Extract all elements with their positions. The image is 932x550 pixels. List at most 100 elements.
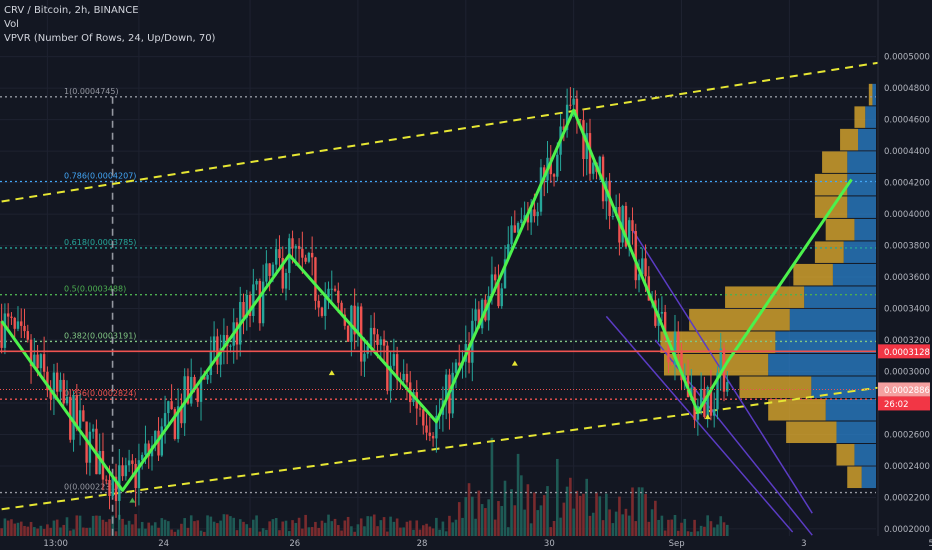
volume-bar: [65, 517, 69, 536]
candle-body: [356, 306, 360, 335]
candle-body: [23, 325, 26, 332]
volume-bar: [719, 516, 723, 536]
volume-bar: [654, 500, 657, 536]
volume-bar: [650, 509, 654, 536]
candle-body: [444, 374, 448, 401]
symbol-title[interactable]: CRV / Bitcoin, 2h, BINANCE: [4, 5, 139, 16]
fib-retracement[interactable]: 1(0.0004745) 0.786(0.0004207) 0.618(0.0003…: [0, 87, 876, 536]
volume-bar: [670, 519, 674, 536]
vp-bar-down: [868, 83, 873, 106]
volume-bar: [72, 529, 75, 536]
candle-body: [647, 276, 651, 301]
volume-bar: [389, 516, 392, 536]
time-axis[interactable]: 13:00 24 26 28 30 Sep 3 5: [0, 536, 932, 550]
vp-bar-up: [843, 241, 876, 263]
volume-bar: [186, 527, 190, 536]
volume-bar: [421, 525, 425, 536]
fib-level-label: 1(0.0004745): [64, 87, 119, 96]
volume-bar: [402, 527, 405, 536]
volume-bar: [304, 514, 307, 536]
candle-body: [395, 354, 399, 380]
volume-bar: [167, 521, 170, 536]
volume-bar: [683, 518, 687, 536]
volume-bar: [19, 521, 23, 536]
vp-bar-down: [689, 308, 790, 331]
volume-bar: [183, 518, 186, 536]
volume-bar: [611, 523, 615, 536]
volume-bar: [52, 520, 56, 536]
vp-bar-down: [847, 466, 862, 489]
volume-bar: [75, 515, 79, 536]
candle-body: [490, 274, 494, 296]
time-tick-label: 3: [801, 539, 806, 549]
price-axis[interactable]: 0.0005000 0.0004800 0.0004600 0.0004400 0.00…: [877, 0, 932, 550]
volume-bar: [23, 525, 26, 536]
price-tick-label: 0.0002000: [884, 525, 930, 535]
volume-bar: [29, 521, 33, 536]
volume-bar: [395, 518, 399, 536]
fib-level-label: 0.5(0.0003488): [64, 285, 126, 294]
volume-bar: [516, 453, 520, 536]
volume-bar: [307, 527, 311, 536]
volume-bar: [366, 516, 370, 536]
vp-bar-down: [663, 353, 769, 376]
zigzag-pattern[interactable]: [0, 108, 853, 492]
volume-bar: [26, 526, 30, 536]
candle-body: [690, 387, 693, 398]
vp-bar-down: [840, 128, 859, 151]
candle-body: [359, 306, 363, 362]
volume-bar: [631, 487, 634, 536]
candle-body: [369, 327, 373, 347]
candle-body: [536, 211, 539, 217]
volume-bar: [291, 520, 294, 536]
candle-body: [670, 362, 673, 365]
volume-bar: [621, 514, 624, 536]
volume-bar: [104, 521, 108, 536]
volume-bar: [438, 529, 441, 536]
volume-bar: [340, 530, 343, 536]
volume-bar: [418, 529, 422, 536]
candle-body: [297, 246, 301, 249]
volume-bar: [180, 523, 183, 536]
volume-bar: [487, 499, 490, 536]
volume-bar: [549, 527, 553, 536]
candle-body: [137, 460, 141, 489]
price-tick-label: 0.0003800: [884, 242, 930, 252]
volume-bar: [219, 520, 222, 536]
candle-body: [186, 376, 190, 404]
candle-body: [425, 425, 428, 433]
trend-channel[interactable]: [1, 57, 908, 511]
candle-body: [301, 248, 304, 258]
candle-body: [320, 307, 324, 316]
vp-bar-down: [814, 173, 848, 196]
vp-bar-up: [775, 331, 876, 353]
candle-body: [451, 372, 454, 414]
candle-body: [6, 313, 10, 317]
candle-body: [487, 295, 490, 321]
fib-level-label: 0(0.0002231): [64, 483, 119, 492]
time-tick-label: 5: [928, 539, 932, 549]
vpvr-indicator-title[interactable]: VPVR (Number Of Rows, 24, Up/Down, 70): [4, 33, 216, 44]
volume-indicator-title[interactable]: Vol: [4, 19, 19, 30]
candle-body: [62, 379, 65, 404]
candle-body: [271, 264, 275, 276]
volume-bar: [386, 531, 389, 536]
vp-bar-up: [825, 398, 876, 421]
volume-bar: [392, 521, 396, 536]
volume-bar: [297, 517, 301, 536]
candle-body: [105, 479, 108, 481]
volume-bar: [137, 528, 141, 536]
time-tick-label: 13:00: [43, 539, 68, 549]
chart-grid: [0, 0, 876, 536]
candle-body: [611, 215, 615, 217]
price-tick-label: 0.0002600: [884, 430, 930, 440]
volume-bar: [216, 523, 219, 536]
volume-bar: [608, 509, 611, 536]
candle-body: [310, 252, 314, 258]
candle-body: [82, 410, 85, 422]
volume-bar: [493, 519, 497, 536]
vp-bar-up: [854, 218, 876, 241]
volume-bar: [477, 490, 481, 536]
candle-body: [16, 321, 20, 329]
